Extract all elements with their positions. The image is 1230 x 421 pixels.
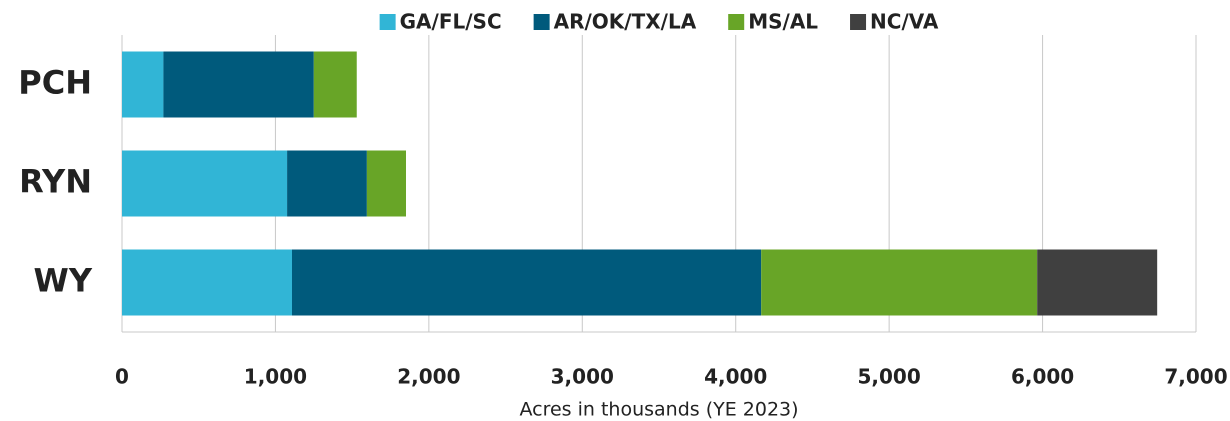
x-tick-label: 3,000: [551, 365, 614, 389]
bar-segment: [313, 51, 357, 118]
bar-segment: [122, 150, 288, 217]
bar-segment: [761, 249, 1038, 316]
bar-segment: [291, 249, 762, 316]
legend-swatch: [379, 14, 396, 30]
y-tick-label: PCH: [18, 64, 92, 102]
legend-label: AR/OK/TX/LA: [554, 10, 697, 34]
x-tick-label: 1,000: [244, 365, 307, 389]
legend-swatch: [728, 14, 745, 30]
x-tick-label: 2,000: [397, 365, 460, 389]
y-tick-label: RYN: [19, 163, 92, 201]
legend-label: GA/FL/SC: [400, 10, 502, 34]
bar-segment: [122, 51, 164, 118]
bar-segment: [163, 51, 314, 118]
bar-segment: [366, 150, 406, 217]
y-tick-label: WY: [34, 262, 93, 300]
legend-label: NC/VA: [870, 10, 939, 34]
bar-segment: [122, 249, 292, 316]
bar-segment: [287, 150, 367, 217]
legend-swatch: [533, 14, 550, 30]
x-tick-label: 0: [115, 365, 129, 389]
bar-segment: [1037, 249, 1158, 316]
x-tick-label: 5,000: [858, 365, 921, 389]
legend-label: MS/AL: [748, 10, 818, 34]
x-tick-label: 7,000: [1164, 365, 1227, 389]
x-tick-label: 4,000: [704, 365, 767, 389]
x-axis-title: Acres in thousands (YE 2023): [519, 399, 798, 421]
legend-swatch: [850, 14, 867, 30]
x-tick-label: 6,000: [1011, 365, 1074, 389]
